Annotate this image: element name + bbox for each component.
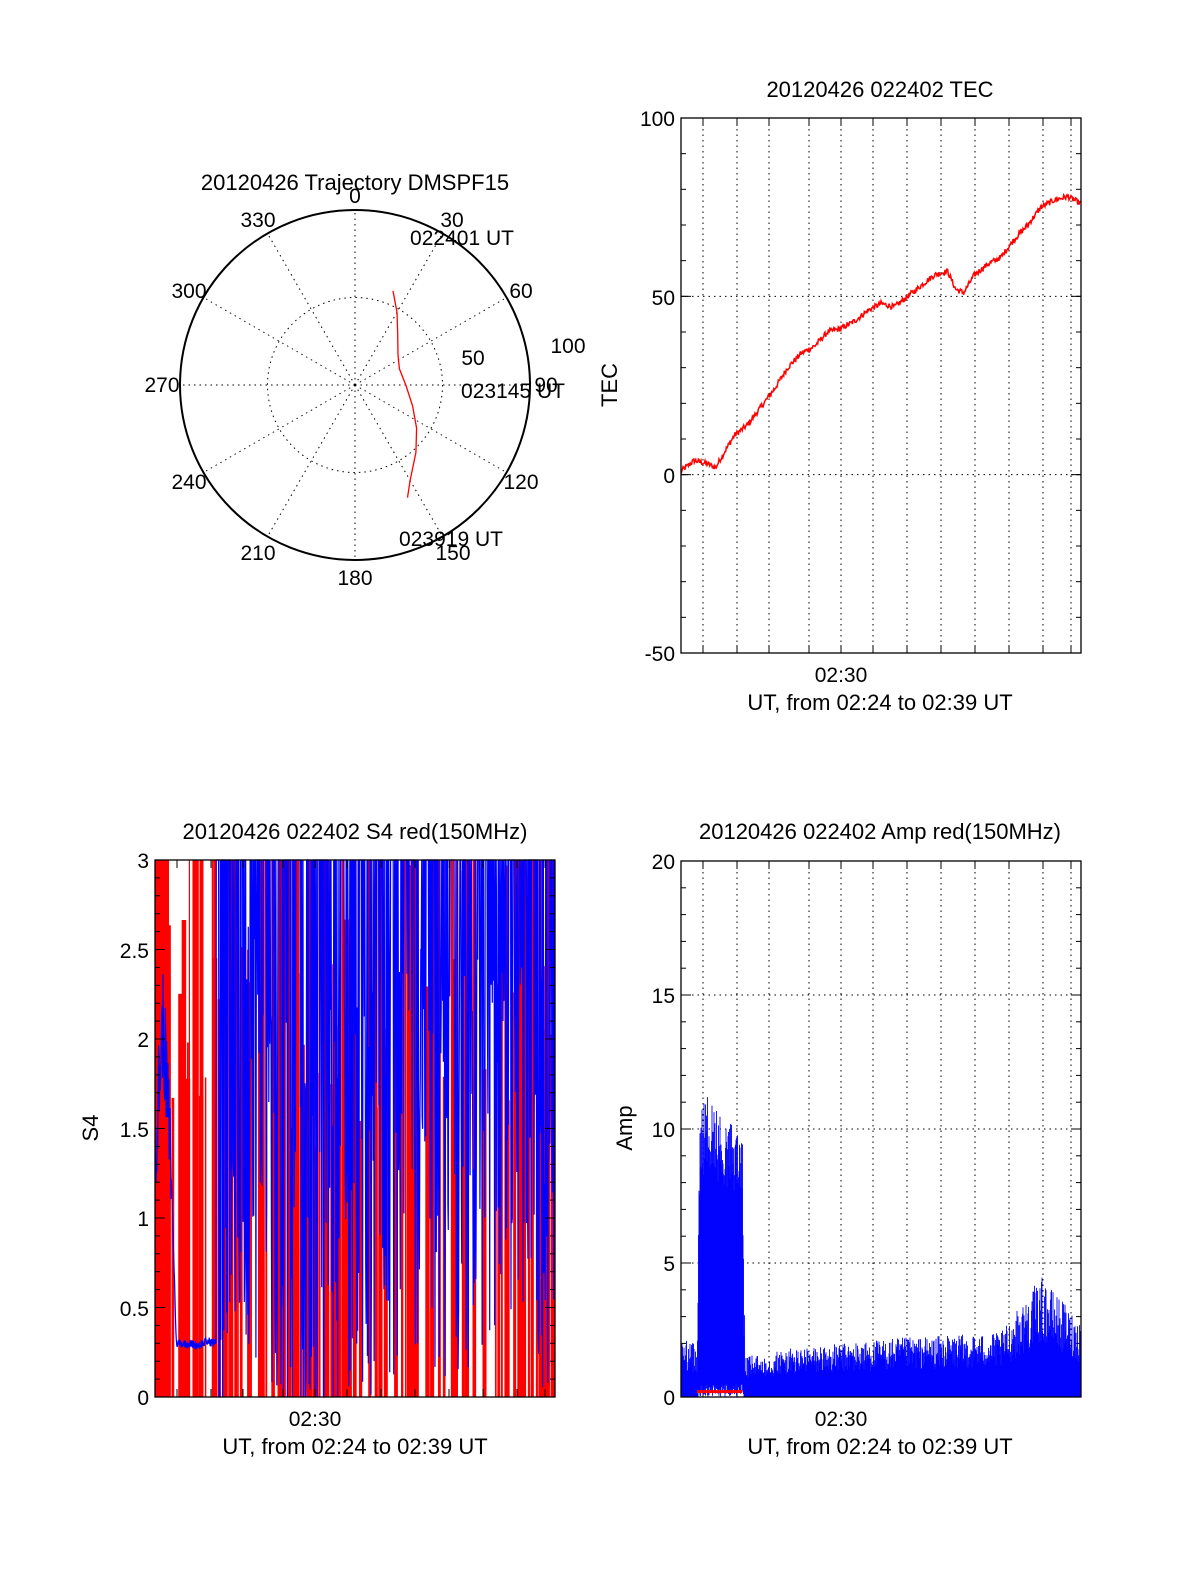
amp-blue-series <box>680 1097 1081 1397</box>
amp-y-label-10: 10 <box>652 1119 675 1142</box>
trajectory-end-label: 023919 UT <box>399 528 503 551</box>
amp-title: 20120426 022402 Amp red(150MHz) <box>699 819 1061 844</box>
tec-y-label-neg50: -50 <box>645 643 675 666</box>
tec-x-axis-label: UT, from 02:24 to 02:39 UT <box>747 690 1012 715</box>
s4-y-label-1-5: 1.5 <box>120 1119 149 1142</box>
tec-y-label-0: 0 <box>663 465 675 488</box>
s4-y-label-2-5: 2.5 <box>120 940 149 963</box>
tec-y-label-50: 50 <box>652 287 675 310</box>
tec-y-tick-labels: 100 50 0 -50 <box>640 108 675 666</box>
angle-label-0: 0 <box>349 185 361 208</box>
amp-chart: 20120426 022402 Amp red(150MHz) 20 15 10… <box>612 819 1082 1459</box>
polar-grid-spoke-240 <box>203 384 356 473</box>
tec-tick-marks <box>681 117 1081 654</box>
s4-y-label-1: 1 <box>137 1208 149 1231</box>
angle-label-240: 240 <box>171 471 206 494</box>
trajectory-title: 20120426 Trajectory DMSPF15 <box>201 170 509 195</box>
polar-outer-ring <box>179 209 531 561</box>
s4-chart: 20120426 022402 S4 red(150MHz) 3 2.5 2 1… <box>78 819 556 1459</box>
amp-y-label-5: 5 <box>663 1253 675 1276</box>
angle-label-60: 60 <box>509 280 532 303</box>
angle-label-330: 330 <box>240 209 275 232</box>
amp-y-axis-label: Amp <box>612 1105 637 1150</box>
polar-grid-spoke-60 <box>354 297 507 386</box>
angle-label-270: 270 <box>144 374 179 397</box>
polar-angle-labels: 0 30 60 90 120 150 180 210 240 270 300 3… <box>144 185 557 590</box>
amp-y-label-15: 15 <box>652 985 675 1008</box>
tec-y-label-100: 100 <box>640 108 675 131</box>
tec-x-tick-label: 02:30 <box>815 664 868 687</box>
polar-grid-spoke-210 <box>267 384 356 537</box>
s4-y-tick-labels: 3 2.5 2 1.5 1 0.5 0 <box>120 850 149 1410</box>
angle-label-30: 30 <box>440 209 463 232</box>
polar-grid-spoke-330 <box>267 233 356 386</box>
s4-y-label-0: 0 <box>137 1387 149 1410</box>
s4-x-axis-label: UT, from 02:24 to 02:39 UT <box>222 1434 487 1459</box>
tec-chart: 20120426 022402 TEC 100 50 0 -50 02:30 U… <box>597 77 1082 715</box>
tec-y-axis-label: TEC <box>597 363 622 407</box>
s4-y-axis-label: S4 <box>78 1115 103 1142</box>
angle-label-300: 300 <box>171 280 206 303</box>
s4-x-tick-label: 02:30 <box>289 1408 342 1431</box>
trajectory-track-line <box>392 290 418 498</box>
tec-title: 20120426 022402 TEC <box>766 77 993 102</box>
polar-grid <box>180 210 530 560</box>
amp-y-label-0: 0 <box>663 1387 675 1410</box>
trajectory-polar-chart: 20120426 Trajectory DMSPF15 0 30 60 90 1… <box>144 170 585 590</box>
angle-label-90: 90 <box>534 374 557 397</box>
tec-plot-frame <box>680 117 1082 654</box>
s4-plot-frame <box>154 859 556 1398</box>
polar-grid-spoke-150 <box>354 384 443 537</box>
trajectory-mid-label: 023145 UT <box>461 380 565 403</box>
tec-series-line <box>680 192 1082 474</box>
radial-label-100: 100 <box>550 335 585 358</box>
angle-label-180: 180 <box>337 567 372 590</box>
amp-grid <box>681 861 1081 1397</box>
amp-x-axis-label: UT, from 02:24 to 02:39 UT <box>747 1434 1012 1459</box>
angle-label-150: 150 <box>435 542 470 565</box>
amp-plot-frame <box>680 860 1082 1398</box>
angle-label-210: 210 <box>240 542 275 565</box>
s4-y-label-2: 2 <box>137 1029 149 1052</box>
tec-grid <box>681 118 1081 653</box>
trajectory-start-label: 022401 UT <box>410 227 514 250</box>
s4-y-label-3: 3 <box>137 850 149 873</box>
s4-title: 20120426 022402 S4 red(150MHz) <box>183 819 528 844</box>
radial-label-50: 50 <box>461 347 484 370</box>
amp-x-tick-label: 02:30 <box>815 1408 868 1431</box>
polar-grid-ring-50 <box>267 297 443 473</box>
angle-label-120: 120 <box>503 471 538 494</box>
amp-y-tick-labels: 20 15 10 5 0 <box>652 851 675 1410</box>
amp-y-label-20: 20 <box>652 851 675 874</box>
s4-y-label-0-5: 0.5 <box>120 1298 149 1321</box>
